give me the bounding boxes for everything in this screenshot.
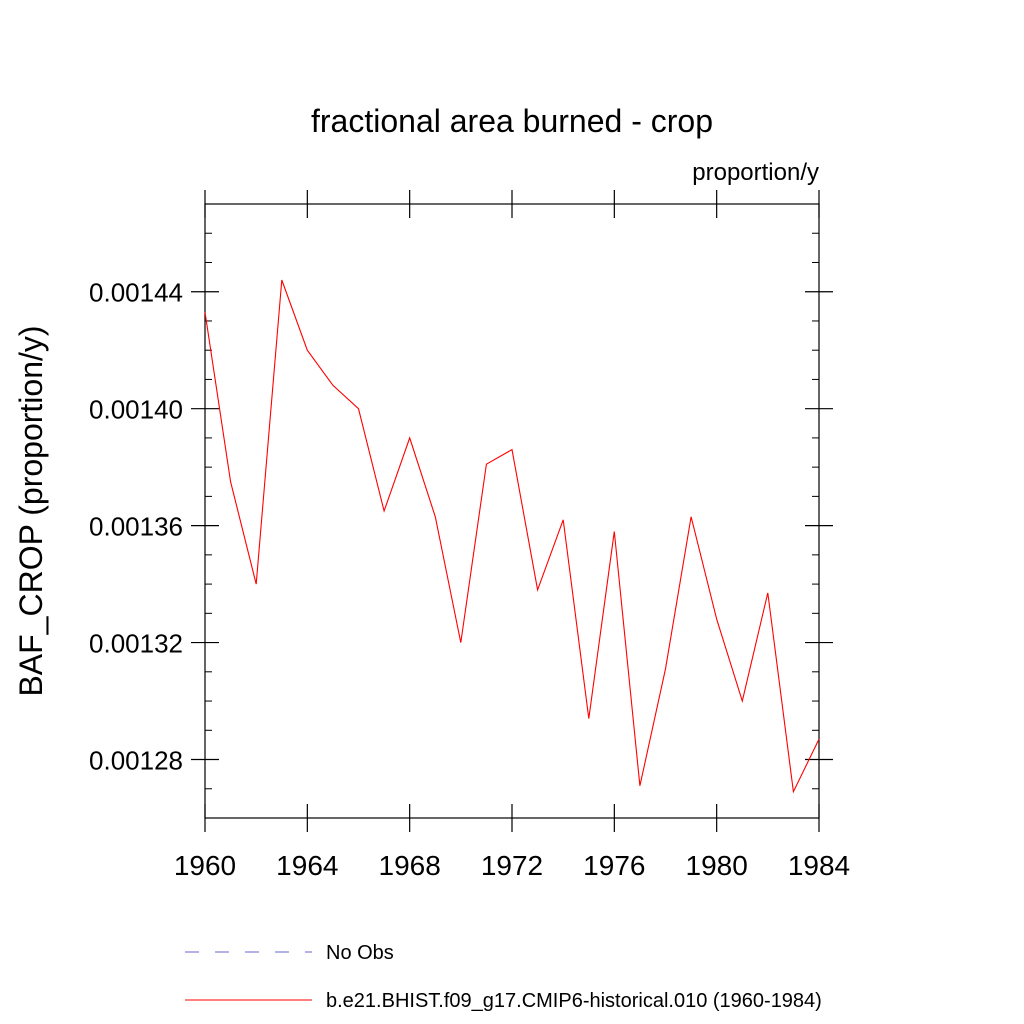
series-layer bbox=[204, 279, 820, 794]
y-tick-label: 0.00140 bbox=[89, 395, 183, 425]
x-tick-label: 1976 bbox=[583, 850, 645, 881]
x-tick-label: 1964 bbox=[276, 850, 338, 881]
y-tick-label: 0.00136 bbox=[89, 512, 183, 542]
x-tick-label: 1972 bbox=[481, 850, 543, 881]
y-tick-label: 0.00144 bbox=[89, 278, 183, 308]
legend-label: No Obs bbox=[326, 942, 394, 964]
legend-label: b.e21.BHIST.f09_g17.CMIP6-historical.010… bbox=[326, 990, 822, 1012]
units-label: proportion/y bbox=[692, 159, 819, 186]
x-tick-label: 1980 bbox=[686, 850, 748, 881]
y-tick-label: 0.00128 bbox=[89, 746, 183, 776]
series-line bbox=[204, 279, 820, 794]
y-tick-label: 0.00132 bbox=[89, 629, 183, 659]
y-axis-label: BAF_CROP (proportion/y) bbox=[13, 325, 49, 696]
chart-title: fractional area burned - crop bbox=[311, 103, 713, 139]
x-tick-label: 1960 bbox=[174, 850, 236, 881]
legend: No Obs b.e21.BHIST.f09_g17.CMIP6-historic… bbox=[185, 942, 822, 1012]
x-tick-label: 1984 bbox=[788, 850, 850, 881]
x-tick-label: 1968 bbox=[379, 850, 441, 881]
plot-frame bbox=[204, 203, 820, 819]
axis-ticks: 1960 1964 1968 1972 1976 1980 1984 0.00128 0.001… bbox=[89, 190, 850, 881]
